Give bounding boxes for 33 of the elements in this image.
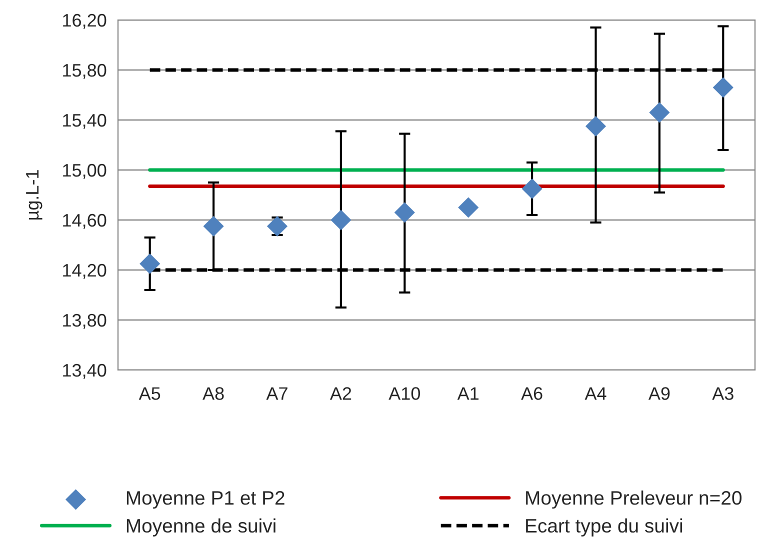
x-tick-label: A8 <box>202 387 224 400</box>
x-tick-label: A1 <box>457 387 479 400</box>
y-tick-label: 16,20 <box>63 14 106 29</box>
x-tick-label: A6 <box>521 387 542 400</box>
point <box>266 216 288 237</box>
y-axis-title: µg.L-1 <box>26 170 42 220</box>
point <box>522 178 542 200</box>
point <box>203 216 224 237</box>
legend-label: Moyenne P1 et P2 <box>126 491 284 509</box>
legend-label: Ecart type du suivi <box>526 518 682 536</box>
legend-label: Moyenne Preleveur n=20 <box>526 490 742 509</box>
y-tick-label: 15,00 <box>63 164 106 179</box>
x-tick-label: A10 <box>388 387 420 400</box>
y-tick-label: 14,60 <box>63 214 106 229</box>
point <box>585 116 606 137</box>
x-tick-label: A2 <box>330 387 352 400</box>
x-tick-label: A9 <box>648 387 670 400</box>
point <box>458 197 479 218</box>
point <box>140 253 160 274</box>
x-tick-label: A3 <box>712 387 734 400</box>
point <box>712 77 734 98</box>
y-tick-label: 15,80 <box>63 64 106 79</box>
y-tick-label: 13,40 <box>63 364 106 379</box>
point <box>330 210 352 230</box>
legend-label: Moyenne de suivi <box>126 518 276 536</box>
x-tick-label: A4 <box>584 387 606 400</box>
x-tick-label: A7 <box>266 387 288 400</box>
y-tick-label: 13,80 <box>63 314 106 329</box>
y-tick-label: 14,20 <box>63 264 106 279</box>
point <box>394 202 415 223</box>
x-tick-label: A5 <box>138 387 160 400</box>
point <box>649 102 670 123</box>
y-tick-label: 15,40 <box>63 114 106 129</box>
